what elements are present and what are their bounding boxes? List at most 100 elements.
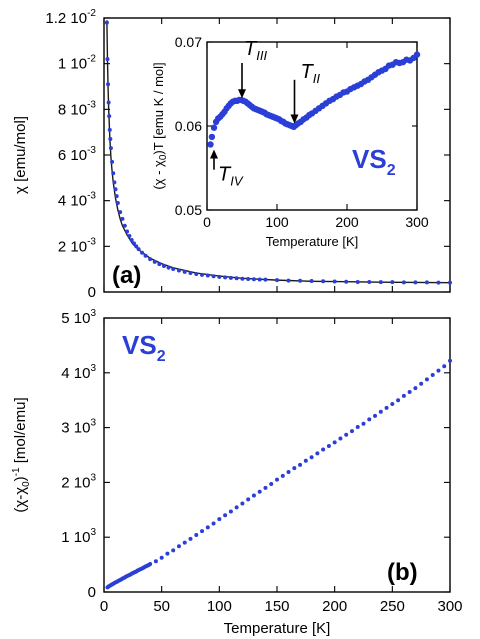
panel-a: 02 10-34 10-36 10-38 10-31 10-21.2 10-2 … [12, 8, 452, 301]
inset-transition-annotations: TIV TIII TII [210, 38, 320, 189]
panel-a-data-point [105, 57, 110, 62]
panel-b-data-point [171, 548, 176, 553]
panel-a-data-point [223, 275, 228, 280]
panel-a-data-point [104, 20, 109, 25]
panel-b-data-point [217, 517, 222, 522]
panel-a-data-point [114, 194, 119, 199]
panel-a-ytick-label: 2 10-3 [58, 236, 97, 255]
panel-b-data-point [246, 497, 251, 502]
panel-a-data-point [125, 229, 130, 234]
panel-b-data-point [275, 477, 279, 482]
annotation-label: TIV [218, 164, 244, 189]
panel-a-data-point [298, 278, 303, 283]
panel-b-data-point [223, 513, 228, 518]
panel-b: 0 50 100 150 200 250 300 0 1 103 2 103 3 103 4 103… [11, 308, 463, 637]
panel-a-data-point [355, 279, 360, 284]
panel-b-xtick-label: 150 [264, 598, 289, 615]
panel-a-data-point [263, 277, 268, 282]
inset-material-label: VS2 [352, 144, 396, 179]
panel-b-ytick-label: 3 103 [61, 418, 96, 437]
panel-a-ytick-label: 1 10-2 [58, 54, 97, 73]
panel-a-data-point [251, 277, 256, 282]
panel-b-data-point [430, 372, 435, 377]
panel-b-data-point [211, 521, 216, 526]
panel-a-data-point [110, 159, 115, 164]
panel-b-data-point [442, 364, 447, 369]
panel-a-data-point [240, 276, 245, 281]
panel-a-data-point [321, 279, 326, 284]
panel-a-data-point [275, 278, 279, 283]
panel-a-data-point [108, 146, 113, 151]
panel-a-data-point [367, 279, 372, 284]
panel-a-data-point [131, 241, 136, 246]
panel-a-data-point [257, 277, 262, 282]
inset-xtick-label: 200 [335, 214, 359, 230]
panel-a-data-point [120, 216, 125, 221]
panel-a-data-point [390, 280, 395, 285]
inset-x-ticks: 0 100 200 300 [203, 42, 429, 230]
panel-b-data-point [448, 358, 452, 363]
panel-a-data-point [157, 262, 162, 267]
panel-a-data-point [344, 279, 349, 284]
panel-b-data-point [355, 425, 360, 430]
inset-y-axis-label: (χ - χ0)T [emu K / mol] [151, 62, 169, 189]
panel-a-data-point [107, 127, 112, 132]
panel-b-ytick-label: 4 103 [61, 363, 96, 382]
panel-b-data-point [303, 458, 308, 463]
panel-a-data-point [228, 275, 233, 280]
panel-b-data-point [298, 462, 303, 467]
panel-a-data-point [129, 237, 134, 242]
panel-b-ytick-label: 1 103 [61, 527, 96, 546]
panel-b-data-point [332, 440, 337, 445]
panel-b-data-point [390, 402, 395, 407]
panel-b-data-point [292, 466, 297, 471]
inset-chart: 0 100 200 300 0.050.060.07 Temperature [K] … [151, 34, 429, 249]
panel-a-data-point [140, 250, 145, 255]
annotation-arrowhead [238, 89, 246, 99]
panel-b-data-point [205, 525, 210, 530]
panel-a-ytick-label: 1.2 10-2 [45, 8, 96, 27]
inset-ytick-label: 0.07 [175, 34, 202, 50]
inset-xtick-label: 0 [203, 214, 211, 230]
panel-a-data-point [234, 276, 239, 281]
panel-a-data-point [134, 244, 139, 249]
panel-a-data-point [106, 82, 111, 87]
panel-b-data-point [401, 393, 406, 398]
panel-a-data-point [436, 280, 441, 285]
inset-data-point [413, 51, 421, 58]
inset-data-point [207, 141, 214, 148]
panel-a-data-point [122, 223, 127, 228]
panel-b-data-point [200, 529, 205, 534]
panel-a-label: (a) [112, 262, 141, 289]
panel-b-data-point [263, 485, 268, 490]
panel-b-data-point [424, 377, 429, 382]
panel-a-data-point [118, 210, 123, 215]
panel-a-y-axis-label: χ [emu/mol] [12, 116, 29, 194]
panel-b-data-point [148, 562, 153, 567]
panel-b-data-points [105, 358, 452, 590]
panel-b-ytick-label: 2 103 [61, 472, 96, 491]
panel-b-y-ticks: 0 1 103 2 103 3 103 4 103 5 103 [61, 308, 450, 601]
panel-b-data-point [321, 447, 326, 452]
panel-a-data-point [108, 137, 113, 142]
panel-a-data-points [104, 20, 452, 285]
panel-b-data-point [407, 389, 412, 394]
inset-xtick-label: 300 [405, 214, 429, 230]
panel-a-data-point [161, 263, 166, 268]
panel-a-data-point [111, 171, 116, 176]
annotation-arrowhead [210, 149, 218, 159]
inset-ytick-label: 0.06 [175, 118, 202, 134]
panel-b-xtick-label: 250 [380, 598, 405, 615]
panel-b-data-point [309, 455, 314, 460]
panel-b-data-point [188, 536, 193, 541]
panel-b-data-point [251, 493, 256, 498]
panel-b-data-point [159, 555, 164, 560]
panel-a-data-point [413, 280, 418, 285]
annotation-label: TII [301, 61, 321, 86]
inset-data-points [207, 51, 421, 148]
panel-b-data-point [286, 469, 291, 474]
panel-b-data-point [378, 409, 383, 414]
inset-y-ticks: 0.05 0.06 0.07 [175, 34, 417, 218]
annotation-arrowhead [290, 114, 299, 124]
